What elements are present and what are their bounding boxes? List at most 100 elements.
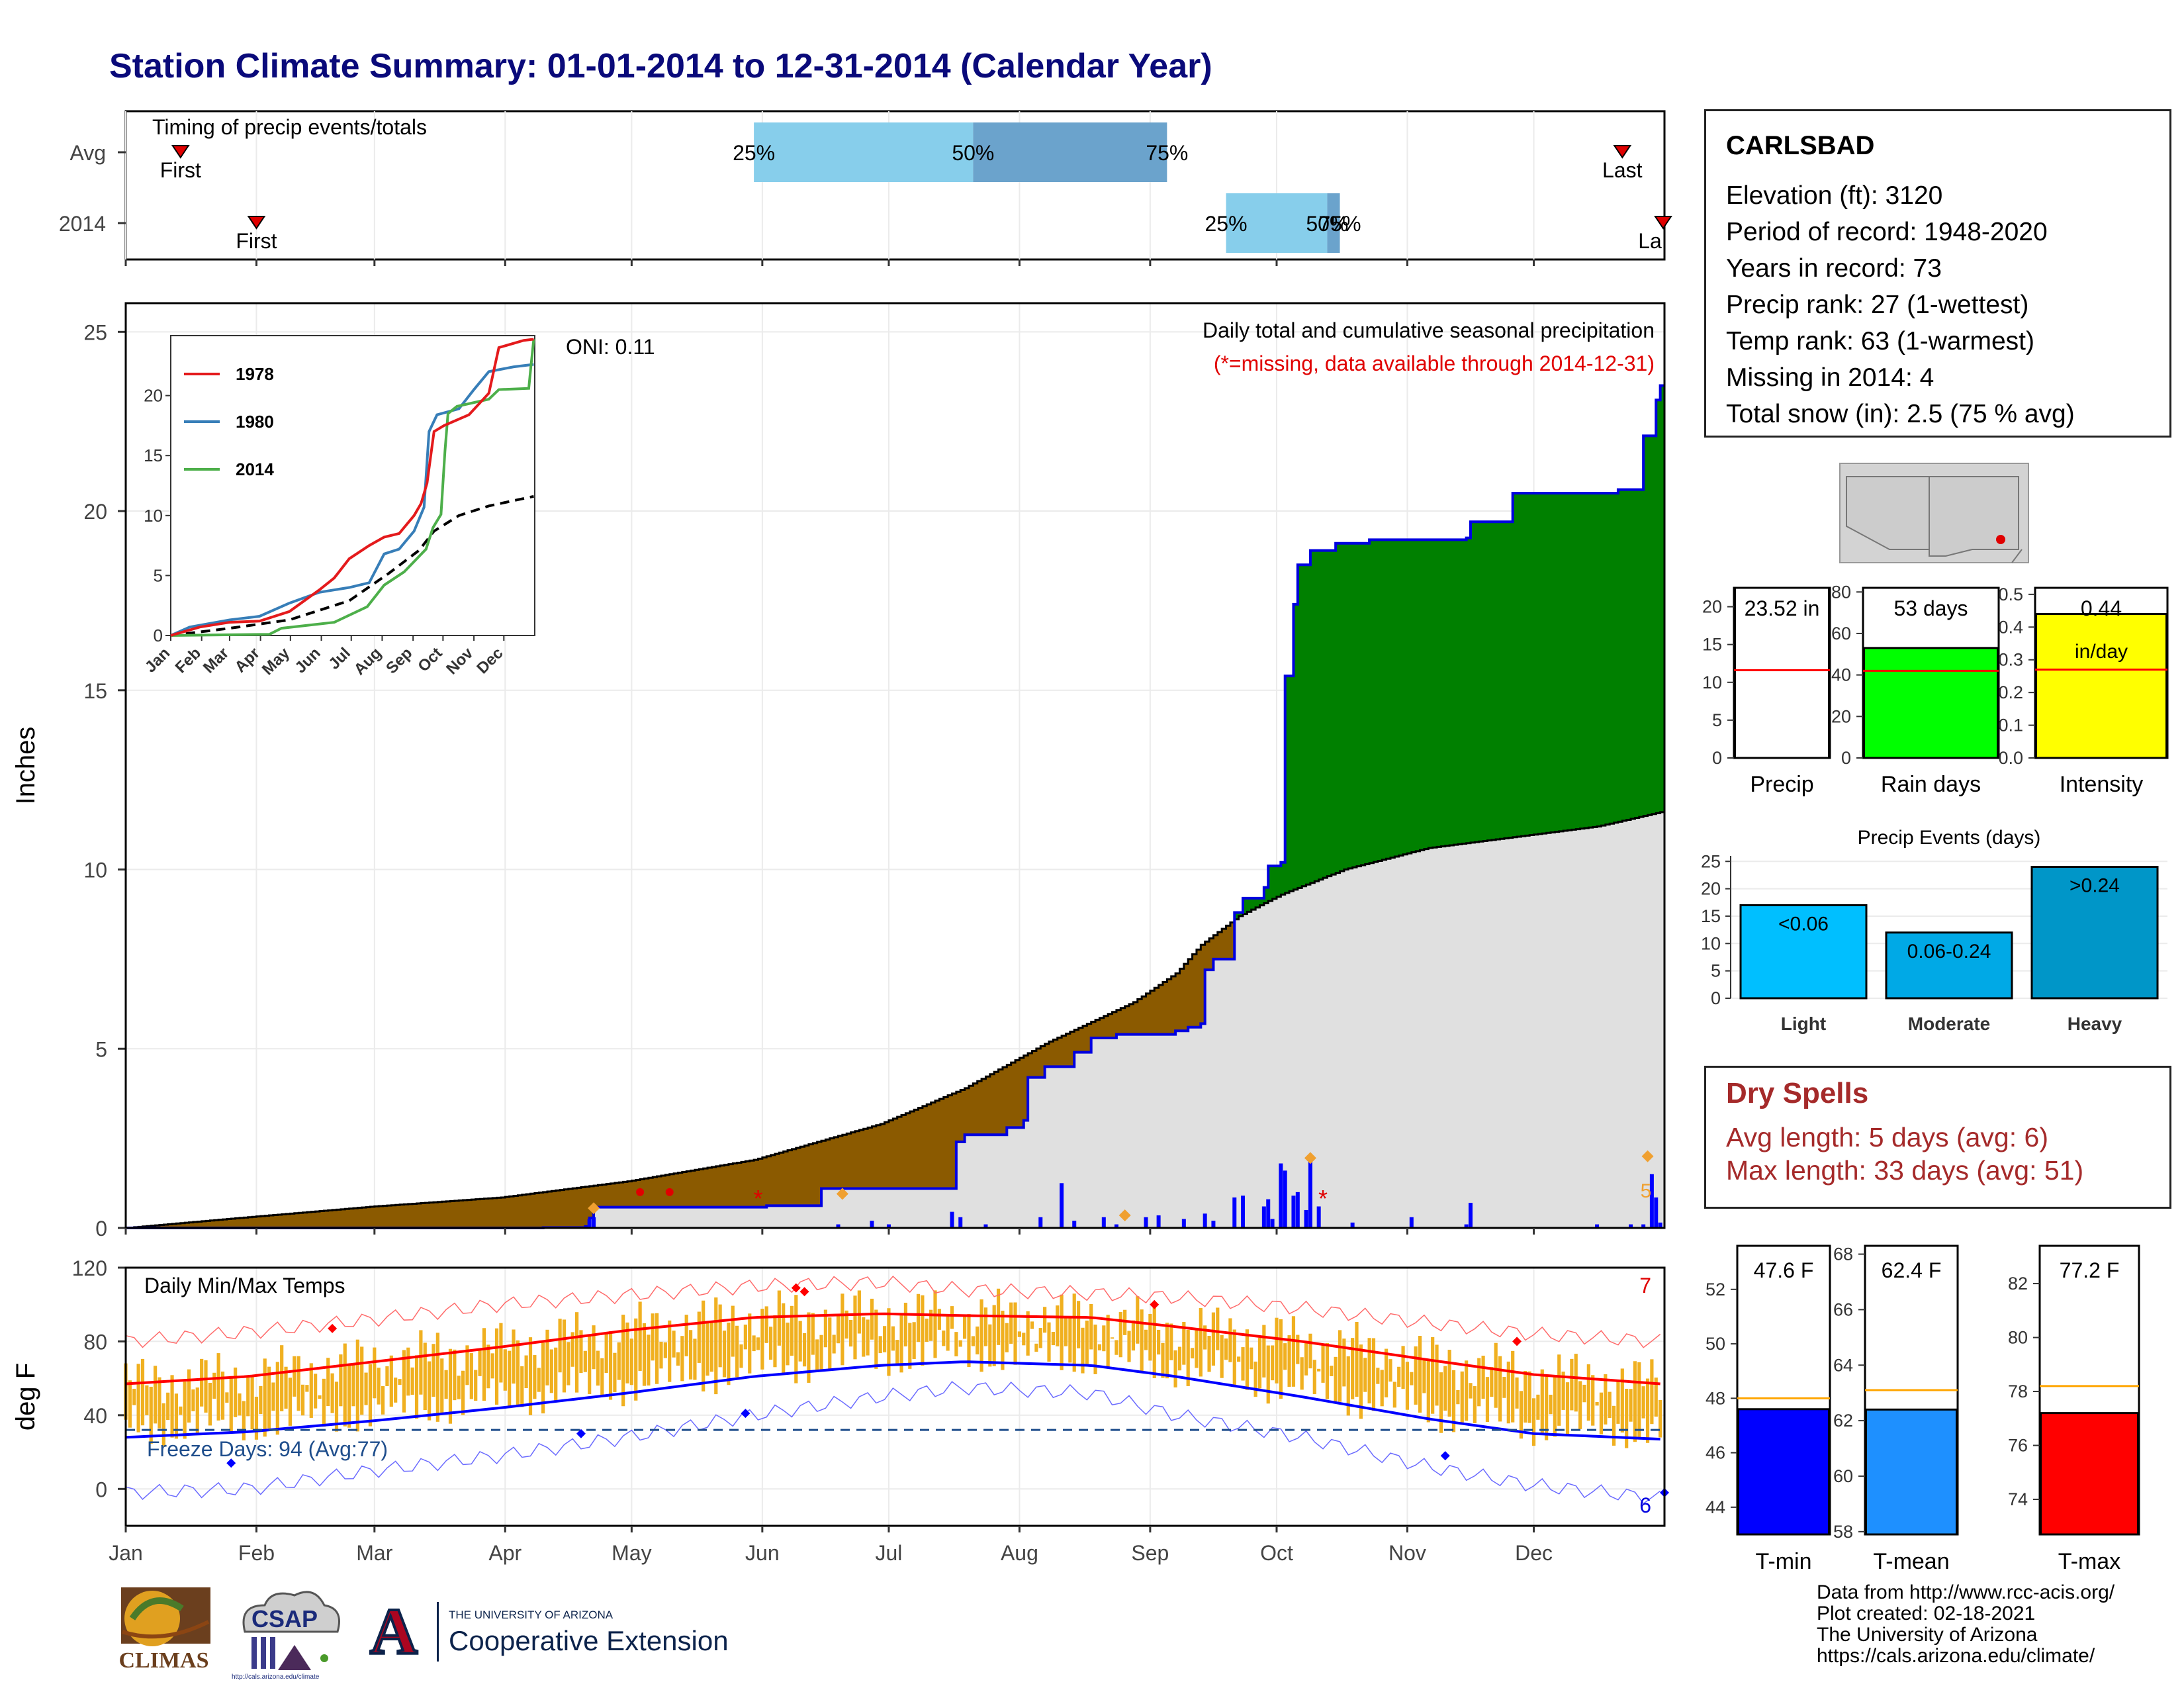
- daily-temp-bar: [634, 1318, 638, 1401]
- daily-temp-bar: [474, 1370, 478, 1401]
- daily-temp-bar: [343, 1343, 347, 1427]
- daily-temp-bar: [621, 1315, 625, 1407]
- summary-ytick-label: 10: [1702, 673, 1722, 692]
- temp-ytick-label: 46: [1706, 1443, 1725, 1463]
- ua-letter-logo: A: [369, 1594, 419, 1669]
- daily-temp-bar: [921, 1295, 925, 1366]
- temp-ytick-label: 66: [1833, 1299, 1853, 1319]
- daily-precip-bar: [1038, 1217, 1043, 1228]
- daily-temp-bar: [1152, 1303, 1156, 1379]
- daily-temp-bar: [895, 1340, 899, 1364]
- summary-bar: [1863, 647, 1999, 759]
- month-label: Oct: [1260, 1541, 1293, 1565]
- timing-quantile-label: 25%: [1205, 212, 1248, 236]
- daily-temp-bar: [570, 1332, 574, 1367]
- daily-precip-bar: [1291, 1196, 1296, 1228]
- daily-temp-bar: [1321, 1344, 1325, 1383]
- surplus-area: [1234, 385, 1664, 919]
- timing-title: Timing of precip events/totals: [152, 115, 427, 139]
- temp-bar: [2040, 1412, 2139, 1536]
- missing-dot: [665, 1188, 674, 1196]
- normal-min-line: [125, 1360, 1661, 1441]
- daily-temp-bar: [1654, 1378, 1658, 1417]
- inset-ytick-label: 20: [144, 386, 163, 406]
- daily-temp-bar: [1110, 1337, 1115, 1339]
- daily-precip-bar: [950, 1211, 954, 1228]
- daily-temp-bar: [490, 1353, 494, 1379]
- daily-temp-bar: [705, 1322, 709, 1376]
- events-ytick-label: 25: [1701, 851, 1721, 871]
- daily-temp-bar: [596, 1350, 600, 1386]
- ua-cooperative-extension-logo: A THE UNIVERSITY OF ARIZONA Cooperative …: [357, 1594, 741, 1669]
- daily-temp-bar: [448, 1348, 453, 1424]
- station-line: Precip rank: 27 (1-wettest): [1726, 291, 2029, 319]
- daily-temp-bar: [983, 1307, 988, 1346]
- daily-temp-bar: [246, 1376, 250, 1417]
- event-diamond: [836, 1188, 848, 1200]
- temp-bars: 44 46 48 50 52 47.6 F T-min 58 60 62 64 66 68 62.4 F T…: [1706, 1244, 2140, 1574]
- daily-temp-bar: [1262, 1325, 1266, 1378]
- daily-temp-bar: [874, 1309, 878, 1369]
- timing-bar-q50-q75: [1327, 193, 1340, 253]
- daily-temp-bar: [512, 1329, 516, 1384]
- inset-legend-label: 1980: [236, 412, 274, 432]
- daily-temp-bar: [1161, 1342, 1165, 1378]
- daily-temp-bar: [1157, 1329, 1161, 1355]
- daily-temp-bar: [1334, 1356, 1338, 1402]
- csap-logo: CSAP http://cals.arizona.edu/climate: [232, 1585, 347, 1685]
- temp-ytick-label: 50: [1706, 1334, 1725, 1354]
- cold-record-diamond: [741, 1409, 751, 1419]
- precip-ytick-label: 20: [83, 500, 107, 524]
- deficit-area: [130, 922, 1235, 1228]
- last-marker: [1654, 216, 1672, 230]
- temps-ytick-label: 80: [83, 1330, 107, 1354]
- first-label: First: [160, 158, 201, 182]
- daily-temp-bar: [1173, 1350, 1177, 1387]
- daily-temp-bar: [887, 1308, 891, 1376]
- daily-temp-bar: [579, 1330, 583, 1374]
- daily-temp-bar: [385, 1366, 389, 1386]
- daily-temp-bar: [1388, 1359, 1392, 1382]
- daily-temp-bar: [1136, 1296, 1140, 1344]
- daily-temp-bar: [1232, 1329, 1236, 1385]
- daily-temp-bar: [204, 1360, 208, 1413]
- temp-bar-label: T-max: [2058, 1549, 2120, 1574]
- daily-temp-bar: [1085, 1320, 1089, 1364]
- daily-temp-bar: [330, 1373, 334, 1413]
- event-bar-label: <0.06: [1778, 913, 1829, 935]
- precip-ytick-label: 0: [95, 1217, 107, 1241]
- inset-ytick-label: 5: [154, 565, 163, 585]
- daily-temp-bar: [373, 1347, 377, 1399]
- month-label: Nov: [1388, 1541, 1426, 1565]
- summary-bar: [1734, 586, 1830, 759]
- daily-temp-bar: [1376, 1368, 1380, 1384]
- first-label: First: [236, 229, 277, 253]
- daily-precip-bar: [1144, 1217, 1148, 1228]
- temp-ytick-label: 74: [2008, 1489, 2028, 1509]
- daily-temp-bar: [136, 1364, 140, 1432]
- daily-temp-bar: [1351, 1338, 1355, 1399]
- daily-temp-bar: [1312, 1360, 1316, 1395]
- daily-temp-bar: [1195, 1329, 1199, 1368]
- daily-temp-bar: [1169, 1323, 1173, 1360]
- daily-temp-bar: [823, 1309, 827, 1348]
- daily-temp-bar: [1545, 1376, 1549, 1440]
- daily-temp-bar: [1241, 1347, 1245, 1381]
- temp-ytick-label: 52: [1706, 1280, 1725, 1299]
- summary-ytick-label: 15: [1702, 635, 1722, 655]
- daily-temp-bar: [1414, 1346, 1418, 1405]
- daily-temp-bar: [1405, 1362, 1410, 1410]
- timing-quantile-label: 50%: [952, 141, 994, 165]
- daily-temp-bar: [166, 1392, 170, 1421]
- climas-logo-text: CLIMAS: [118, 1648, 209, 1673]
- summary-ytick-label: 0.0: [1998, 748, 2023, 768]
- summary-ytick-label: 0.2: [1998, 682, 2023, 702]
- daily-temp-bar: [183, 1382, 187, 1439]
- daily-temp-bar: [588, 1334, 592, 1394]
- last-label: Last: [1602, 158, 1643, 182]
- precip-panel: 0 5 10 15 20 25 * * 5 Daily total and cumulative …: [11, 302, 1666, 1241]
- daily-temp-bar: [537, 1368, 541, 1392]
- daily-temp-bar: [1220, 1335, 1224, 1378]
- ua-big-text: Cooperative Extension: [449, 1625, 729, 1656]
- daily-temp-bar: [950, 1306, 954, 1329]
